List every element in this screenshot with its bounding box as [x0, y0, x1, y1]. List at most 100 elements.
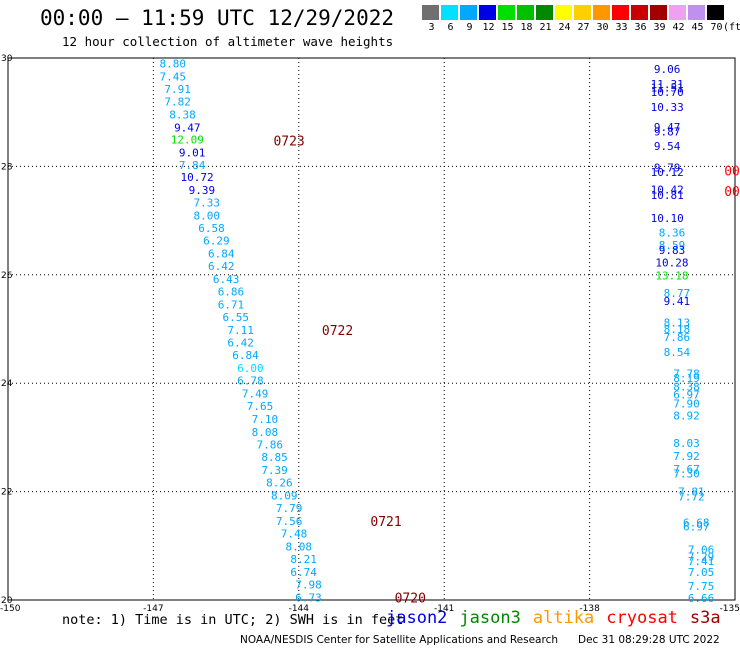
- x-tick-label: -150: [0, 604, 21, 614]
- wave-height-value: 7.33: [193, 197, 220, 210]
- scale-label: 42: [672, 22, 685, 33]
- wave-height-value: 7.45: [160, 70, 187, 83]
- wave-height-value: 7.75: [688, 580, 715, 593]
- satellite-legend-item: altika: [532, 608, 595, 628]
- wave-height-value: 10.81: [651, 189, 684, 202]
- scale-swatch: [707, 5, 724, 20]
- scale-swatch: [498, 5, 515, 20]
- wave-height-value: 8.36: [659, 227, 686, 240]
- wave-height-value: 6.55: [223, 311, 250, 324]
- y-tick-label: 30: [1, 54, 13, 64]
- wave-height-value: 6.84: [232, 349, 259, 362]
- wave-height-value: 10.42: [651, 184, 684, 197]
- generated-timestamp: Dec 31 08:29:28 UTC 2022: [578, 634, 720, 646]
- wave-height-value: 7.41: [688, 555, 715, 568]
- scale-label: 39: [653, 22, 666, 33]
- wave-height-value: 7.39: [261, 464, 288, 477]
- wave-height-value: 9.79: [654, 161, 681, 174]
- plot-frame: [7, 57, 736, 601]
- wave-height-value: 6.73: [295, 591, 322, 604]
- wave-height-value: 6.86: [218, 286, 245, 299]
- wave-height-value: 9.47: [654, 121, 681, 134]
- wave-height-value: 8.18: [664, 323, 691, 336]
- scale-swatch: [460, 5, 477, 20]
- wave-height-value: 8.09: [271, 489, 298, 502]
- scale-swatch: [669, 5, 686, 20]
- wave-height-value: 7.05: [688, 566, 715, 579]
- x-tick-label: -147: [143, 604, 163, 614]
- scale-label: 9: [466, 22, 473, 33]
- wave-height-value: 7.56: [276, 515, 303, 528]
- scale-swatch: [631, 5, 648, 20]
- y-tick-label: 20: [1, 596, 13, 606]
- wave-height-value: 7.92: [673, 450, 700, 463]
- pass-time-label: 0720: [395, 591, 426, 606]
- scale-swatch: [536, 5, 553, 20]
- wave-height-value: 6.58: [198, 222, 225, 235]
- scale-swatch: [593, 5, 610, 20]
- wave-height-value: 7.65: [247, 400, 274, 413]
- wave-height-value: 7.11: [227, 324, 254, 337]
- x-tick-label: -135: [720, 604, 740, 614]
- wave-height-value: 6.42: [208, 260, 235, 273]
- scale-label: 12: [482, 22, 495, 33]
- satellite-legend-item: jason3: [459, 608, 521, 628]
- wave-height-value: 7.10: [252, 413, 279, 426]
- x-tick-label: -144: [289, 604, 310, 614]
- wave-height-value: 9.47: [174, 121, 201, 134]
- wave-height-value: 8.92: [673, 410, 700, 423]
- wave-height-value: 8.54: [664, 346, 691, 359]
- wave-height-value: 7.84: [179, 159, 206, 172]
- pass-time-label: 0038: [724, 185, 740, 200]
- scale-label: 36: [634, 22, 647, 33]
- wave-height-value: 6.74: [290, 566, 317, 579]
- satellite-legend-item: cryosat: [606, 608, 678, 628]
- wave-height-value: 8.80: [160, 57, 187, 70]
- scale-label: 21: [539, 22, 552, 33]
- wave-height-value: 8.77: [664, 287, 691, 300]
- wave-height-value: 6.43: [213, 273, 240, 286]
- wave-height-value: 7.72: [678, 490, 705, 503]
- wave-height-value: 9.54: [654, 140, 681, 153]
- wave-height-value: 9.41: [664, 295, 691, 308]
- wave-height-value: 7.78: [673, 367, 700, 380]
- wave-height-value: 6.42: [227, 337, 254, 350]
- wave-height-value: 7.86: [256, 438, 283, 451]
- chart-title: 00:00 – 11:59 UTC 12/29/2022: [40, 6, 395, 30]
- wave-height-value: 6.29: [203, 235, 230, 248]
- pass-time-label: 0721: [370, 515, 401, 530]
- pass-time-label: 0723: [273, 134, 304, 149]
- wave-height-value: 13.18: [655, 269, 688, 282]
- scale-label: 70: [710, 22, 723, 33]
- wave-height-value: 10.72: [180, 171, 213, 184]
- wave-height-value: 6.00: [237, 362, 264, 375]
- scale-label: 45: [691, 22, 704, 33]
- scale-label: 33: [615, 22, 628, 33]
- pass-time-label: 0038: [724, 165, 740, 180]
- wave-height-value: 7.91: [164, 83, 191, 96]
- footnote: note: 1) Time is in UTC; 2) SWH is in fe…: [62, 612, 404, 628]
- wave-height-value: 10.70: [651, 86, 684, 99]
- satellite-legend-item: jason2: [386, 608, 448, 628]
- scale-swatch: [612, 5, 629, 20]
- wave-height-value: 11.31: [651, 78, 684, 91]
- wave-height-value: 6.97: [683, 520, 710, 533]
- scale-label: 27: [577, 22, 590, 33]
- scale-label: 6: [447, 22, 454, 33]
- satellite-legend-item: s3a: [689, 608, 721, 628]
- wave-height-value: 7.29: [688, 551, 715, 564]
- wave-height-value: 8.38: [169, 108, 196, 121]
- wave-height-value: 6.97: [673, 389, 700, 402]
- wave-height-value: 7.48: [281, 527, 308, 540]
- wave-height-value: 7.90: [673, 397, 700, 410]
- y-tick-label: 22: [1, 488, 12, 498]
- wave-height-value: 11.51: [651, 81, 684, 94]
- scale-label: 24: [558, 22, 571, 33]
- scale-swatch: [441, 5, 458, 20]
- satellite-legend: jason2 jason3 altika cryosat s3a: [386, 608, 733, 628]
- y-tick-label: 28: [1, 162, 13, 172]
- y-tick-label: 26: [1, 271, 13, 281]
- wave-height-value: 10.12: [651, 166, 684, 179]
- y-tick-label: 24: [1, 379, 13, 389]
